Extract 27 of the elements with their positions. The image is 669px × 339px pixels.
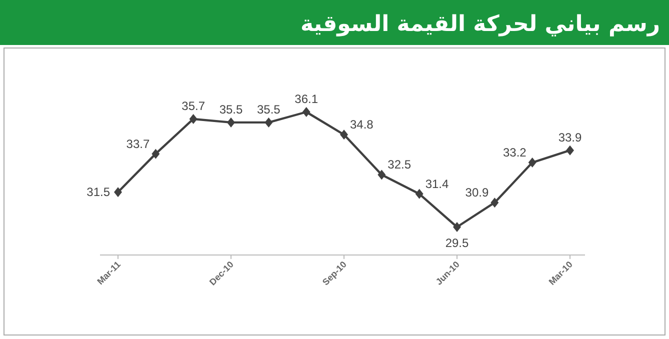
point — [189, 114, 198, 124]
chart-title: رسم بياني لحركة القيمة السوقية — [300, 12, 660, 37]
data-label: 33.2 — [502, 146, 527, 160]
data-label: 32.5 — [388, 158, 412, 172]
point — [453, 222, 461, 232]
data-label: 33.9 — [558, 130, 582, 144]
data-label: 29.5 — [445, 236, 469, 250]
data-label: 31.4 — [425, 176, 450, 191]
point — [566, 145, 574, 156]
point — [490, 198, 499, 208]
data-label: 35.5 — [219, 102, 243, 116]
point — [264, 117, 273, 128]
point — [114, 187, 122, 198]
point — [227, 117, 235, 128]
data-label: 34.8 — [350, 118, 374, 132]
point — [302, 107, 310, 117]
point — [152, 148, 160, 159]
data-label: 36.1 — [294, 92, 318, 106]
point — [340, 130, 348, 140]
point — [378, 170, 386, 180]
point — [415, 188, 424, 199]
data-label: 30.9 — [465, 186, 489, 200]
data-label: 31.5 — [86, 185, 110, 200]
point — [528, 158, 536, 168]
data-label: 35.7 — [182, 98, 206, 113]
data-label: 35.5 — [256, 102, 281, 116]
data-label: 33.7 — [126, 136, 150, 151]
